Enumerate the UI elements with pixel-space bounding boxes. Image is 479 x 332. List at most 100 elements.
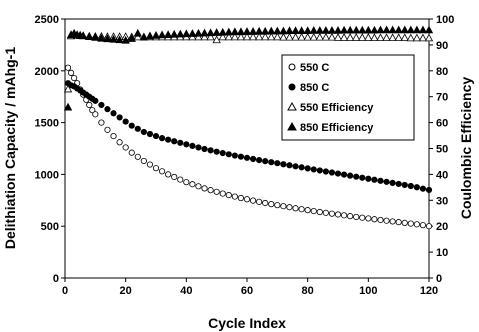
data-point bbox=[92, 111, 99, 118]
data-point bbox=[340, 171, 348, 178]
data-point bbox=[152, 165, 160, 172]
data-point bbox=[315, 26, 324, 34]
y2-tick-label: 0 bbox=[436, 273, 442, 285]
data-point bbox=[249, 197, 257, 204]
data-point bbox=[334, 170, 342, 177]
data-point bbox=[128, 122, 135, 129]
data-point bbox=[213, 188, 220, 195]
data-point bbox=[195, 183, 202, 190]
data-point bbox=[298, 206, 305, 213]
data-point bbox=[140, 157, 147, 165]
data-point bbox=[327, 32, 337, 41]
data-point bbox=[122, 118, 129, 125]
data-point bbox=[291, 26, 300, 35]
y2-tick-label: 70 bbox=[436, 92, 448, 104]
data-point bbox=[86, 101, 93, 109]
data-point bbox=[182, 29, 191, 38]
data-point bbox=[219, 149, 226, 157]
data-point bbox=[189, 181, 196, 188]
data-point bbox=[224, 32, 233, 41]
data-point bbox=[133, 28, 142, 37]
data-point bbox=[382, 25, 391, 34]
data-point bbox=[116, 139, 123, 146]
data-point bbox=[406, 25, 415, 34]
data-point bbox=[340, 212, 348, 219]
data-point bbox=[345, 25, 355, 34]
y-tick-label: 0 bbox=[53, 273, 59, 285]
data-point bbox=[321, 32, 331, 41]
ticks-layer: 0 20 40 60 80 100 1200500100015002000250001020… bbox=[35, 14, 455, 297]
data-point bbox=[177, 139, 184, 146]
data-point bbox=[109, 34, 118, 43]
data-point bbox=[352, 25, 361, 34]
legend-marker-open-triangle bbox=[287, 101, 297, 111]
data-point bbox=[248, 32, 258, 41]
data-point bbox=[268, 159, 275, 166]
data-point bbox=[292, 205, 299, 212]
data-point bbox=[116, 114, 123, 121]
data-point bbox=[89, 107, 96, 114]
data-point bbox=[140, 128, 147, 136]
data-point bbox=[165, 136, 172, 143]
data-point bbox=[309, 32, 318, 41]
data-point bbox=[345, 33, 355, 41]
data-point bbox=[176, 29, 185, 38]
data-point bbox=[237, 153, 245, 160]
data-point bbox=[347, 213, 354, 220]
data-point bbox=[67, 69, 75, 76]
data-point bbox=[157, 30, 167, 39]
data-point bbox=[152, 132, 160, 140]
data-point bbox=[401, 181, 408, 189]
data-point bbox=[194, 28, 203, 37]
y-axis-title: Delithiation Capacity / mAhg-1 bbox=[2, 47, 18, 249]
data-point bbox=[424, 25, 434, 34]
data-point bbox=[291, 32, 300, 41]
legend: 550 C 850 C 550 Efficiency 850 Efficienc… bbox=[281, 54, 415, 141]
data-point bbox=[225, 192, 232, 199]
data-point bbox=[304, 165, 311, 172]
data-point bbox=[310, 207, 317, 215]
data-point bbox=[418, 25, 428, 34]
data-point bbox=[395, 219, 402, 226]
y2-tick-label: 90 bbox=[436, 40, 448, 52]
data-point bbox=[261, 26, 270, 35]
data-point bbox=[285, 32, 294, 41]
data-point bbox=[333, 26, 343, 34]
data-point bbox=[104, 106, 111, 113]
data-point bbox=[371, 176, 378, 183]
data-point bbox=[352, 33, 361, 41]
data-point bbox=[195, 144, 202, 151]
legend-marker-open-circle bbox=[288, 63, 296, 71]
data-point bbox=[104, 126, 111, 133]
data-point bbox=[268, 201, 275, 208]
data-point bbox=[376, 33, 385, 42]
data-point bbox=[261, 32, 270, 41]
data-point bbox=[401, 219, 408, 226]
data-point bbox=[389, 179, 396, 186]
y2-tick-label: 10 bbox=[436, 247, 448, 259]
data-point bbox=[400, 25, 409, 34]
data-point bbox=[103, 34, 112, 43]
data-point bbox=[412, 25, 422, 34]
data-point bbox=[219, 190, 226, 197]
data-point bbox=[183, 179, 190, 186]
legend-item-850-efficiency: 850 Efficiency bbox=[287, 121, 374, 134]
legend-item-550-efficiency: 550 Efficiency bbox=[287, 101, 374, 114]
data-point bbox=[91, 33, 100, 41]
data-point bbox=[237, 194, 245, 202]
data-point bbox=[353, 213, 360, 221]
data-point bbox=[339, 25, 349, 34]
data-point bbox=[79, 31, 88, 39]
data-point bbox=[71, 74, 78, 82]
data-point bbox=[267, 32, 276, 41]
data-point bbox=[413, 184, 420, 191]
data-point bbox=[286, 162, 293, 169]
data-point bbox=[285, 26, 294, 35]
data-point bbox=[406, 33, 415, 42]
data-point bbox=[377, 216, 384, 224]
data-point bbox=[334, 211, 342, 218]
data-point bbox=[388, 25, 397, 34]
data-point bbox=[424, 33, 434, 42]
data-point bbox=[383, 178, 390, 185]
